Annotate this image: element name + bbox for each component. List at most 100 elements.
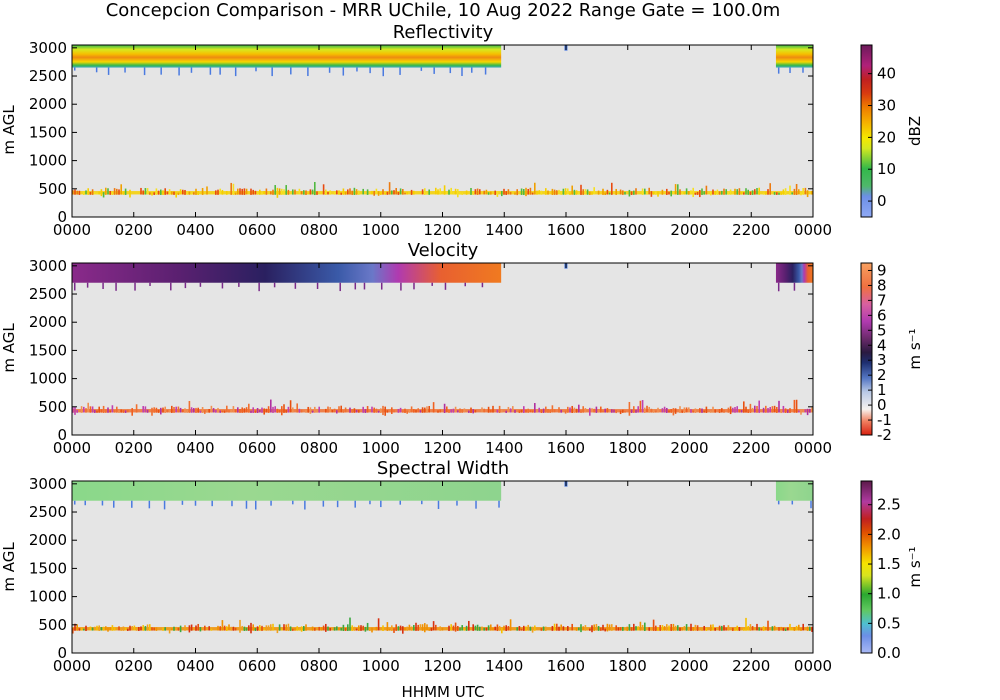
x-tick-label: 1400	[485, 221, 523, 239]
echo-layer-low	[72, 399, 813, 416]
echo-fringe	[484, 67, 487, 75]
echo-fringe	[255, 67, 257, 72]
echo-fringe	[184, 282, 187, 289]
echo-fringe	[328, 67, 331, 73]
colorbar-tick-label: 40	[877, 65, 896, 83]
echo-fringe	[793, 282, 796, 291]
echo-fringe	[802, 67, 804, 73]
echo-fringe	[380, 282, 383, 290]
echo-fringe	[356, 67, 358, 72]
plot-area: 0000 0200 0400 0600 0800 1000 1200 1400 1600 1800…	[29, 39, 832, 239]
colorbar: 0.0 0.5 1.0 1.5 2.0 2.5 m s⁻¹	[860, 480, 924, 662]
echo-fringe	[107, 67, 110, 75]
echo-fringe	[124, 67, 126, 73]
echo-fringe	[74, 500, 76, 505]
echo-layer-low	[72, 181, 813, 198]
colorbar-tick-label: 6	[877, 306, 887, 324]
echo-fringe	[190, 67, 193, 73]
echo-fringe	[380, 500, 382, 508]
colorbar-tick-label: 7	[877, 291, 887, 309]
echo-fringe	[178, 67, 180, 76]
echo-fringe	[148, 500, 151, 509]
echo-fringe	[322, 500, 325, 507]
colorbar-tick-label: 5	[877, 321, 887, 339]
x-tick-label: 1400	[485, 439, 523, 457]
colorbar-gradient	[860, 262, 873, 436]
y-tick-label: 2000	[29, 95, 67, 113]
colorbar-tick-label: 1.5	[877, 555, 901, 573]
y-tick-label: 3000	[29, 257, 67, 275]
panel-title: Velocity	[408, 240, 479, 261]
echo-fringe	[271, 67, 273, 77]
x-tick-label: 2000	[670, 221, 708, 239]
colorbar-tick-label: 0.5	[877, 614, 901, 632]
y-tick-label: 0	[57, 426, 67, 444]
echo-fringe	[339, 282, 341, 292]
svg-text:m AGL: m AGL	[0, 542, 18, 592]
x-tick-label: 1600	[547, 221, 585, 239]
figure-suptitle: Concepcion Comparison - MRR UChile, 10 A…	[106, 0, 781, 21]
colorbar-tick-label: 1	[877, 381, 887, 399]
x-tick-label: 0800	[300, 439, 338, 457]
svg-text:m AGL: m AGL	[0, 323, 18, 373]
y-tick-label: 1500	[29, 341, 67, 359]
echo-fringe	[74, 67, 76, 71]
colorbar: 0 10 20 30 40 dBZ	[860, 44, 924, 218]
echo-fringe	[238, 282, 240, 287]
x-tick-label: 0800	[300, 657, 338, 675]
echo-fringe	[399, 500, 402, 505]
x-tick-label: 0000	[53, 439, 91, 457]
x-tick-label: 0800	[300, 221, 338, 239]
x-tick-label: 0400	[176, 221, 214, 239]
echo-fringe	[86, 282, 89, 288]
y-tick-label: 2500	[29, 67, 67, 85]
y-tick-label: 2500	[29, 285, 67, 303]
x-tick-label: 1800	[609, 439, 647, 457]
echo-fringe	[433, 67, 435, 74]
echo-fringe	[342, 67, 345, 76]
echo-fringe	[254, 500, 257, 510]
x-tick-label: 0400	[176, 439, 214, 457]
echo-fringe	[234, 67, 237, 77]
colorbar-tick-label: -2	[877, 426, 892, 444]
x-tick-label: 2200	[732, 439, 770, 457]
colorbar-tick-label: 20	[877, 128, 896, 146]
colorbar-gradient	[860, 44, 873, 218]
x-tick-label: 1400	[485, 657, 523, 675]
echo-fringe	[471, 67, 473, 73]
y-tick-label: 3000	[29, 39, 67, 57]
colorbar-tick-label: 3	[877, 351, 887, 369]
y-tick-label: 1500	[29, 559, 67, 577]
colorbar-tick-label: 4	[877, 336, 887, 354]
echo-fringe	[789, 67, 791, 73]
y-tick-label: 1000	[29, 152, 67, 170]
echo-fringe	[194, 500, 197, 506]
colorbar-tick-label: 9	[877, 261, 887, 279]
x-tick-label: 1200	[423, 439, 461, 457]
echo-fringe	[475, 500, 477, 509]
x-tick-label: 1600	[547, 657, 585, 675]
echo-fringe	[292, 500, 294, 505]
x-tick-label: 1200	[423, 657, 461, 675]
echo-fringe	[464, 282, 466, 287]
echo-fringe	[336, 500, 339, 508]
panel-title: Spectral Width	[377, 458, 509, 479]
colorbar-tick-label: -1	[877, 411, 892, 429]
echo-fringe	[102, 282, 104, 290]
x-tick-label: 1000	[362, 657, 400, 675]
colorbar-tick-label: 30	[877, 97, 896, 115]
echo-fringe	[420, 67, 423, 71]
echo-fringe	[399, 67, 401, 75]
echo-fringe	[449, 67, 452, 74]
colorbar-tick-label: 2.0	[877, 525, 901, 543]
echo-fringe	[461, 67, 463, 77]
y-tick-label: 2500	[29, 503, 67, 521]
echo-fringe	[84, 500, 86, 506]
panel-reflectivity: Reflectivity m AGL 0000 0200 0400 0600 0800 1…	[0, 22, 924, 239]
x-tick-label: 2000	[670, 439, 708, 457]
echo-fringe	[354, 282, 357, 290]
echo-fringe	[74, 282, 76, 291]
echo-fringe	[369, 67, 371, 74]
echo-fringe	[134, 282, 136, 291]
